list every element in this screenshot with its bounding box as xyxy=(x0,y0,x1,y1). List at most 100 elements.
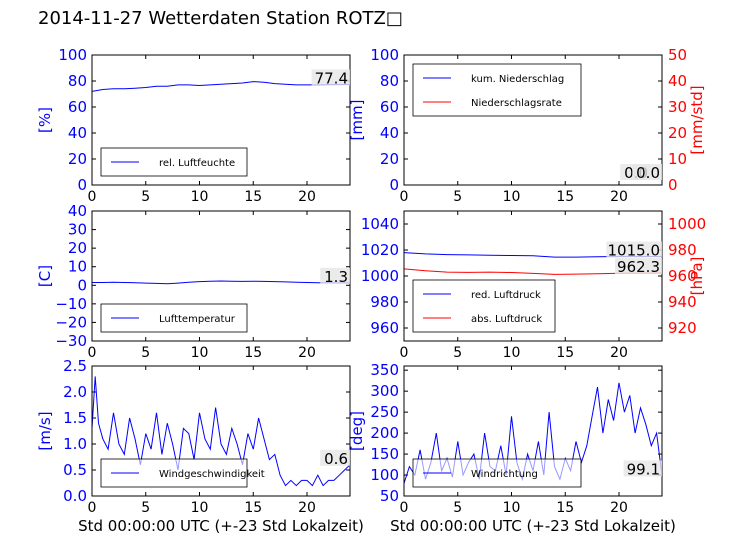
y-tick-label: 100 xyxy=(58,46,87,64)
legend-label: abs. Luftdruck xyxy=(471,314,542,325)
x-tick-label: 15 xyxy=(556,345,574,361)
last-value-label: 0.6 xyxy=(324,450,348,468)
y-tick-label: 1000 xyxy=(361,267,399,285)
x-tick-label: 5 xyxy=(141,345,150,361)
x-tick-label: 0 xyxy=(88,500,97,516)
legend-box xyxy=(412,279,556,333)
last-value-label: 1.3 xyxy=(324,268,348,286)
chart-pressure: 0 5 10 15 20 960 980 1000 1020 1040 920 940 960 980 10… xyxy=(361,210,706,361)
y-tick-label: 300 xyxy=(370,382,399,400)
plot-frame xyxy=(403,210,663,342)
y-axis-label: [deg] xyxy=(348,411,366,451)
x-tick-label: 10 xyxy=(191,500,209,516)
y-tick-label: 80 xyxy=(380,72,399,90)
legend-label: Lufttemperatur xyxy=(159,314,236,325)
y-tick-label: −10 xyxy=(55,295,87,313)
y-tick-label: 1020 xyxy=(361,241,399,259)
x-tick-label: 5 xyxy=(141,189,150,205)
last-value-box xyxy=(632,164,662,180)
x-tick-label: 20 xyxy=(298,189,316,205)
last-value-box xyxy=(606,241,662,258)
legend-label: kum. Niederschlag xyxy=(471,74,564,85)
y-tick-label: 10 xyxy=(68,258,87,276)
y-tick-label: 0.0 xyxy=(63,487,87,505)
y-tick-label: 200 xyxy=(370,424,399,442)
y-tick-label-right: 0 xyxy=(668,176,678,194)
x-tick-label: 15 xyxy=(244,345,262,361)
y-tick-label: 20 xyxy=(380,150,399,168)
y-tick-label-right: 40 xyxy=(668,72,687,90)
x-tick-label: 0 xyxy=(400,189,409,205)
last-value-label: 1015.0 xyxy=(608,242,661,260)
series-line-1 xyxy=(92,280,350,285)
legend-box xyxy=(412,63,582,117)
y-tick-label-right: 30 xyxy=(668,98,687,116)
x-tick-label: 10 xyxy=(503,500,521,516)
y-tick-label: 1040 xyxy=(361,215,399,233)
plot-frame xyxy=(91,54,351,186)
last-value-label: 77.4 xyxy=(315,69,348,87)
y-tick-label-right: 940 xyxy=(668,293,697,311)
legend: Lufttemperatur xyxy=(100,303,248,333)
y-tick-label: 1.0 xyxy=(63,435,87,453)
plot-frame xyxy=(403,54,663,186)
series-line-1 xyxy=(92,376,350,487)
series-line-1 xyxy=(92,81,350,92)
last-value-label: 0.0 xyxy=(636,164,660,182)
y-tick-label: 30 xyxy=(68,221,87,239)
legend: rel. Luftfeuchte xyxy=(100,147,248,177)
legend: Windgeschwindigkeit xyxy=(100,458,265,488)
x-tick-label: 5 xyxy=(453,500,462,516)
y-tick-label-right: 10 xyxy=(668,150,687,168)
legend-label: Niederschlagsrate xyxy=(471,98,562,109)
x-tick-label: 15 xyxy=(244,189,262,205)
legend: kum. Niederschlag Niederschlagsrate xyxy=(412,63,582,117)
x-tick-label: 20 xyxy=(298,500,316,516)
chart-temperature: 0 5 10 15 20−30−20−10010203040[C]Lufttempera… xyxy=(36,202,351,361)
x-tick-label: 20 xyxy=(610,500,628,516)
chart-precipitation: 0 5 10 15 20 0 20 40 60 80 100 0 10 20 30 40 50 [mm] [mm/s… xyxy=(348,46,706,205)
y-tick-label: 0 xyxy=(389,176,399,194)
legend: Windrichtung xyxy=(412,458,582,488)
y-tick-label-right: 20 xyxy=(668,124,687,142)
y-tick-label: −30 xyxy=(55,332,87,350)
last-value-box xyxy=(311,69,350,86)
y-tick-label: 60 xyxy=(380,98,399,116)
y-axis-label-right: [hPa] xyxy=(688,257,706,296)
y-axis-label-right: [mm/std] xyxy=(688,85,706,154)
legend-label: Windrichtung xyxy=(471,469,538,480)
x-tick-label: 10 xyxy=(191,189,209,205)
y-tick-label: 40 xyxy=(380,124,399,142)
y-tick-label: 350 xyxy=(370,361,399,379)
y-tick-label-right: 50 xyxy=(668,46,687,64)
y-tick-label: 100 xyxy=(370,466,399,484)
y-tick-label: 40 xyxy=(68,202,87,220)
legend: red. Luftdruck abs. Luftdruck xyxy=(412,279,556,333)
y-tick-label-right: 980 xyxy=(668,241,697,259)
legend-label: Windgeschwindigkeit xyxy=(159,469,265,480)
y-tick-label: 60 xyxy=(68,98,87,116)
y-tick-label: −20 xyxy=(55,313,87,331)
y-tick-label: 20 xyxy=(68,150,87,168)
x-axis-label: Std 00:00:00 UTC (+-23 Std Lokalzeit) xyxy=(78,517,364,535)
x-tick-label: 20 xyxy=(610,189,628,205)
x-tick-label: 5 xyxy=(141,500,150,516)
y-tick-label: 1.5 xyxy=(63,409,87,427)
y-tick-label: 0 xyxy=(77,176,87,194)
chart-wind_direction: 0 5 10 15 20 50 100 150 200 250 300 350 [deg] Std 00:… xyxy=(348,361,676,535)
page-title: 2014-11-27 Wetterdaten Station ROTZ□ xyxy=(38,8,403,29)
y-axis-label: [C] xyxy=(36,265,54,287)
x-tick-label: 0 xyxy=(88,189,97,205)
plot-frame xyxy=(91,365,351,497)
y-tick-label: 2.5 xyxy=(63,357,87,375)
x-tick-label: 0 xyxy=(400,345,409,361)
x-axis-label: Std 00:00:00 UTC (+-23 Std Lokalzeit) xyxy=(390,517,676,535)
y-tick-label-right: 960 xyxy=(668,267,697,285)
y-tick-label: 980 xyxy=(370,293,399,311)
x-tick-label: 15 xyxy=(556,500,574,516)
y-tick-label: 0 xyxy=(77,276,87,294)
chart-wind_speed: 0 5 10 15 20 0.0 0.5 1.0 1.5 2.0 2.5 [m/s] Std 00:00… xyxy=(36,357,364,535)
x-tick-label: 0 xyxy=(400,500,409,516)
x-tick-label: 15 xyxy=(244,500,262,516)
